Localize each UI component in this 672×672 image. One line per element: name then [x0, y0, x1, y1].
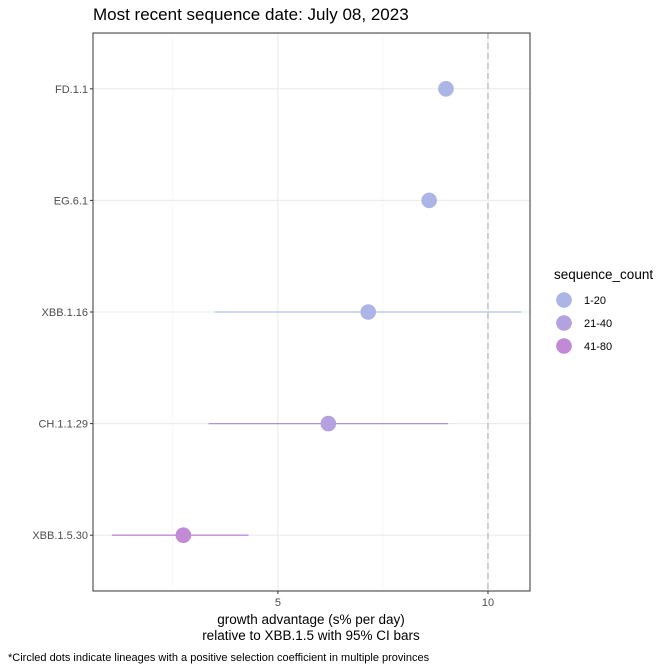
y-tick-label: XBB.1.16 — [42, 307, 88, 319]
legend-key-dot — [556, 292, 572, 308]
y-tick-label: FD.1.1 — [55, 84, 88, 96]
data-point — [421, 192, 437, 209]
legend-label: 21-40 — [584, 318, 612, 330]
caption-footnote: *Circled dots indicate lineages with a p… — [8, 652, 430, 664]
x-tick-label: 5 — [275, 597, 281, 609]
legend-label: 1-20 — [584, 295, 606, 307]
x-axis-ticks: 5 10 — [275, 591, 494, 609]
legend-items: 1-20 21-40 41-80 — [556, 292, 612, 354]
legend-key-dot — [556, 315, 572, 331]
legend-key-dot — [556, 338, 572, 354]
x-axis-label-line1: growth advantage (s% per day) — [217, 612, 405, 627]
legend-title: sequence_count — [554, 267, 653, 282]
legend: sequence_count 1-20 21-40 41-80 — [554, 267, 653, 354]
data-point — [175, 527, 192, 543]
legend-label: 41-80 — [584, 341, 612, 353]
y-tick-label: XBB.1.5.30 — [32, 530, 88, 542]
y-tick-label: EG.6.1 — [54, 195, 88, 207]
chart-title: Most recent sequence date: July 08, 2023 — [93, 5, 409, 24]
y-axis-ticks: FD.1.1 EG.6.1 XBB.1.16 CH.1.1.29 XBB.1.5.30 — [32, 84, 93, 542]
y-tick-label: CH.1.1.29 — [38, 419, 88, 431]
data-point — [320, 415, 337, 432]
data-point — [360, 304, 377, 320]
data-point — [438, 81, 454, 97]
x-axis-label-line2: relative to XBB.1.5 with 95% CI bars — [202, 628, 420, 643]
x-tick-label: 10 — [482, 597, 494, 609]
data-points — [175, 81, 454, 543]
